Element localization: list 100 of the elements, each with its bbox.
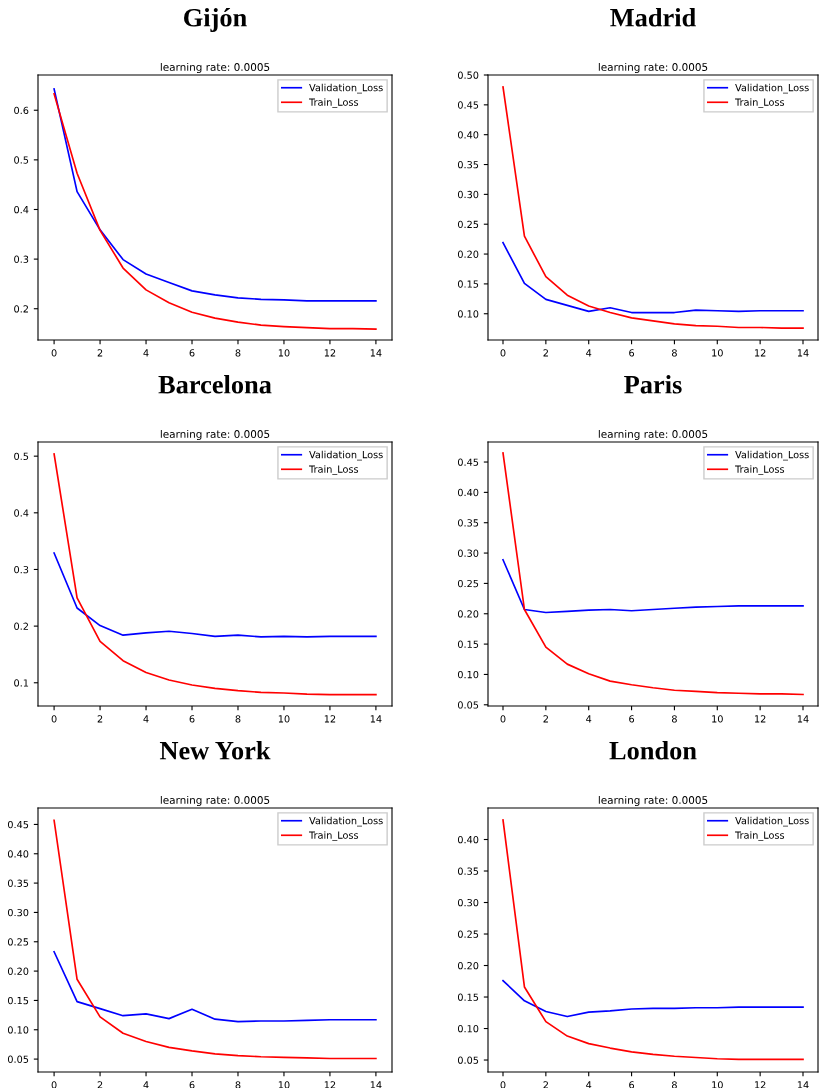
x-tick-label: 2 bbox=[97, 715, 103, 723]
y-tick-label: 0.15 bbox=[7, 996, 29, 1005]
x-tick-label: 10 bbox=[712, 1081, 723, 1088]
x-tick-label: 6 bbox=[629, 715, 635, 723]
legend-label: Train_Loss bbox=[309, 831, 359, 841]
y-tick-label: 0.10 bbox=[457, 310, 479, 318]
y-tick-label: 0.50 bbox=[457, 71, 479, 79]
y-tick-label: 0.25 bbox=[457, 579, 479, 588]
y-tick-label: 0.15 bbox=[457, 993, 479, 1001]
line-series bbox=[53, 552, 377, 638]
line-series bbox=[502, 558, 804, 614]
x-tick-label: 0 bbox=[51, 349, 57, 357]
x-tick-label: 14 bbox=[370, 1081, 382, 1088]
y-tick-label: 0.3 bbox=[14, 255, 29, 263]
chart-title: Barcelona bbox=[158, 375, 272, 394]
y-tick-label: 0.40 bbox=[457, 835, 479, 844]
x-tick-label: 8 bbox=[235, 1081, 241, 1088]
x-tick-label: 6 bbox=[189, 715, 195, 723]
y-tick-label: 0.20 bbox=[7, 967, 29, 975]
y-tick-label: 0.2 bbox=[14, 305, 28, 313]
line-series bbox=[53, 950, 377, 1023]
x-tick-label: 4 bbox=[586, 349, 592, 357]
x-tick-label: 10 bbox=[712, 715, 723, 723]
x-tick-label: 4 bbox=[143, 715, 149, 723]
legend-label: Validation_Loss bbox=[735, 83, 809, 94]
legend-label: Train_Loss bbox=[735, 98, 785, 108]
x-tick-label: 14 bbox=[797, 715, 809, 723]
y-tick-label: 0.15 bbox=[457, 640, 479, 648]
chart-title: Gijón bbox=[184, 8, 247, 32]
y-tick-label: 0.4 bbox=[14, 509, 29, 517]
x-tick-label: 4 bbox=[143, 349, 149, 357]
chart-title: New York bbox=[159, 741, 271, 760]
y-tick-label: 0.30 bbox=[457, 549, 479, 557]
x-tick-label: 2 bbox=[97, 349, 103, 357]
legend-label: Train_Loss bbox=[309, 465, 359, 475]
y-tick-label: 0.30 bbox=[7, 908, 29, 917]
x-tick-label: 8 bbox=[671, 715, 677, 723]
legend-label: Validation_Loss bbox=[309, 816, 383, 827]
x-tick-label: 4 bbox=[586, 715, 592, 723]
y-tick-label: 0.25 bbox=[457, 220, 479, 229]
x-tick-label: 10 bbox=[278, 1081, 290, 1088]
y-tick-label: 0.05 bbox=[7, 1055, 29, 1063]
y-tick-label: 0.35 bbox=[7, 879, 29, 887]
chart-subtitle: learning rate: 0.0005 bbox=[598, 795, 708, 806]
x-tick-label: 4 bbox=[143, 1081, 149, 1088]
legend-label: Train_Loss bbox=[309, 98, 359, 108]
x-tick-label: 2 bbox=[543, 1081, 548, 1088]
y-tick-label: 0.35 bbox=[457, 161, 479, 169]
x-tick-label: 12 bbox=[324, 349, 336, 357]
y-tick-label: 0.40 bbox=[457, 131, 479, 139]
x-tick-label: 4 bbox=[586, 1081, 592, 1088]
y-tick-label: 0.5 bbox=[14, 156, 29, 164]
x-tick-label: 12 bbox=[324, 715, 336, 723]
line-series bbox=[502, 979, 804, 1018]
x-tick-label: 10 bbox=[278, 349, 290, 357]
chart-title: Paris bbox=[624, 375, 682, 394]
legend-label: Validation_Loss bbox=[309, 450, 383, 461]
chart-subtitle: learning rate: 0.0005 bbox=[160, 62, 270, 73]
y-tick-label: 0.2 bbox=[14, 622, 28, 630]
x-tick-label: 6 bbox=[189, 1081, 195, 1088]
legend-label: Validation_Loss bbox=[735, 450, 809, 461]
y-tick-label: 0.20 bbox=[457, 250, 479, 258]
chart-subtitle: learning rate: 0.0005 bbox=[598, 429, 708, 440]
x-tick-label: 14 bbox=[797, 1081, 809, 1088]
x-tick-label: 0 bbox=[500, 349, 506, 357]
legend-label: Train_Loss bbox=[735, 465, 785, 475]
legend-label: Validation_Loss bbox=[735, 816, 809, 827]
x-tick-label: 2 bbox=[543, 349, 548, 357]
chart-subtitle: learning rate: 0.0005 bbox=[160, 429, 270, 440]
y-tick-label: 0.40 bbox=[457, 488, 479, 497]
y-tick-label: 0.3 bbox=[14, 565, 29, 574]
x-tick-label: 12 bbox=[755, 715, 766, 723]
line-series bbox=[502, 241, 804, 314]
y-tick-label: 0.05 bbox=[457, 701, 479, 709]
y-tick-label: 0.35 bbox=[457, 519, 479, 527]
legend-label: Validation_Loss bbox=[309, 83, 383, 94]
x-tick-label: 14 bbox=[797, 349, 809, 357]
x-tick-label: 6 bbox=[629, 1081, 635, 1088]
legend-label: Train_Loss bbox=[735, 831, 785, 841]
x-tick-label: 0 bbox=[500, 1081, 506, 1088]
x-tick-label: 12 bbox=[324, 1081, 336, 1088]
x-tick-label: 12 bbox=[755, 349, 766, 357]
x-tick-label: 0 bbox=[51, 715, 57, 723]
y-tick-label: 0.05 bbox=[457, 1056, 479, 1064]
x-tick-label: 6 bbox=[629, 349, 635, 357]
y-tick-label: 0.10 bbox=[457, 670, 479, 679]
x-tick-label: 2 bbox=[543, 715, 548, 723]
y-tick-label: 0.6 bbox=[14, 106, 29, 115]
x-tick-label: 6 bbox=[189, 349, 195, 357]
y-tick-label: 0.45 bbox=[457, 458, 479, 466]
y-tick-label: 0.4 bbox=[14, 205, 29, 214]
y-tick-label: 0.20 bbox=[457, 610, 479, 618]
chart-subtitle: learning rate: 0.0005 bbox=[598, 62, 708, 73]
chart-subtitle: learning rate: 0.0005 bbox=[160, 795, 270, 806]
x-tick-label: 14 bbox=[370, 349, 382, 357]
x-tick-label: 0 bbox=[51, 1081, 57, 1088]
y-tick-label: 0.10 bbox=[7, 1026, 29, 1034]
y-tick-label: 0.30 bbox=[457, 190, 479, 199]
y-tick-label: 0.15 bbox=[457, 280, 479, 288]
y-tick-label: 0.20 bbox=[457, 962, 479, 970]
